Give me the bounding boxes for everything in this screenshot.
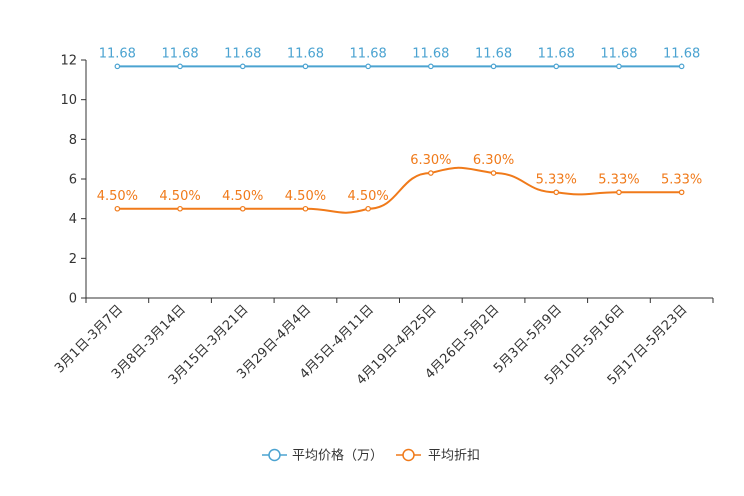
data-label: 4.50% bbox=[97, 189, 138, 204]
y-tick-label: 8 bbox=[69, 133, 77, 148]
data-label: 11.68 bbox=[600, 46, 637, 61]
data-label: 4.50% bbox=[347, 189, 388, 204]
data-label: 11.68 bbox=[412, 46, 449, 61]
data-label: 5.33% bbox=[598, 172, 639, 187]
axes: 0246810123月1日-3月7日3月8日-3月14日3月15日-3月21日3… bbox=[52, 54, 714, 388]
y-tick-label: 4 bbox=[69, 212, 77, 227]
data-point[interactable] bbox=[490, 63, 497, 70]
data-label: 6.30% bbox=[473, 153, 514, 168]
data-label: 11.68 bbox=[538, 46, 575, 61]
y-tick-label: 2 bbox=[69, 252, 77, 267]
data-point[interactable] bbox=[114, 63, 121, 70]
series-line-1 bbox=[117, 166, 682, 214]
data-point[interactable] bbox=[365, 205, 371, 212]
y-tick-label: 0 bbox=[69, 292, 77, 307]
legend: 平均价格（万） 平均折扣 bbox=[262, 448, 480, 464]
legend-label-0[interactable]: 平均价格（万） bbox=[292, 448, 383, 464]
data-point[interactable] bbox=[302, 63, 309, 70]
data-label: 11.68 bbox=[287, 46, 324, 61]
legend-marker-0[interactable] bbox=[268, 448, 281, 462]
data-label: 4.50% bbox=[285, 189, 326, 204]
data-label: 11.68 bbox=[224, 46, 261, 61]
data-label: 5.33% bbox=[661, 172, 702, 187]
data-label: 4.50% bbox=[159, 189, 200, 204]
data-label: 4.50% bbox=[222, 189, 263, 204]
y-tick-label: 10 bbox=[60, 93, 77, 108]
data-label: 11.68 bbox=[350, 46, 387, 61]
data-label: 6.30% bbox=[410, 153, 451, 168]
data-point[interactable] bbox=[553, 189, 560, 196]
legend-marker-1[interactable] bbox=[402, 448, 415, 462]
data-point[interactable] bbox=[616, 63, 622, 70]
data-point[interactable] bbox=[365, 63, 371, 70]
data-point[interactable] bbox=[616, 189, 622, 196]
data-point[interactable] bbox=[490, 170, 497, 176]
data-label: 11.68 bbox=[663, 46, 700, 61]
data-point[interactable] bbox=[177, 205, 183, 212]
data-point[interactable] bbox=[302, 205, 309, 212]
data-point[interactable] bbox=[553, 63, 560, 70]
data-point[interactable] bbox=[678, 189, 685, 196]
data-point[interactable] bbox=[678, 63, 685, 70]
data-point[interactable] bbox=[239, 63, 246, 70]
data-label: 11.68 bbox=[475, 46, 512, 61]
data-label: 5.33% bbox=[536, 172, 577, 187]
y-tick-label: 6 bbox=[69, 173, 77, 188]
data-point[interactable] bbox=[239, 205, 246, 212]
data-point[interactable] bbox=[177, 63, 183, 70]
legend-label-1[interactable]: 平均折扣 bbox=[428, 449, 480, 464]
data-label: 11.68 bbox=[161, 46, 198, 61]
data-label: 11.68 bbox=[99, 46, 136, 61]
data-point[interactable] bbox=[114, 205, 121, 212]
series-layer: 11.68 11.68 11.68 11.68 11.68 11.68 11.68 11.68… bbox=[97, 46, 702, 214]
data-point[interactable] bbox=[428, 63, 434, 70]
data-point[interactable] bbox=[428, 170, 434, 176]
y-tick-label: 12 bbox=[60, 54, 77, 69]
